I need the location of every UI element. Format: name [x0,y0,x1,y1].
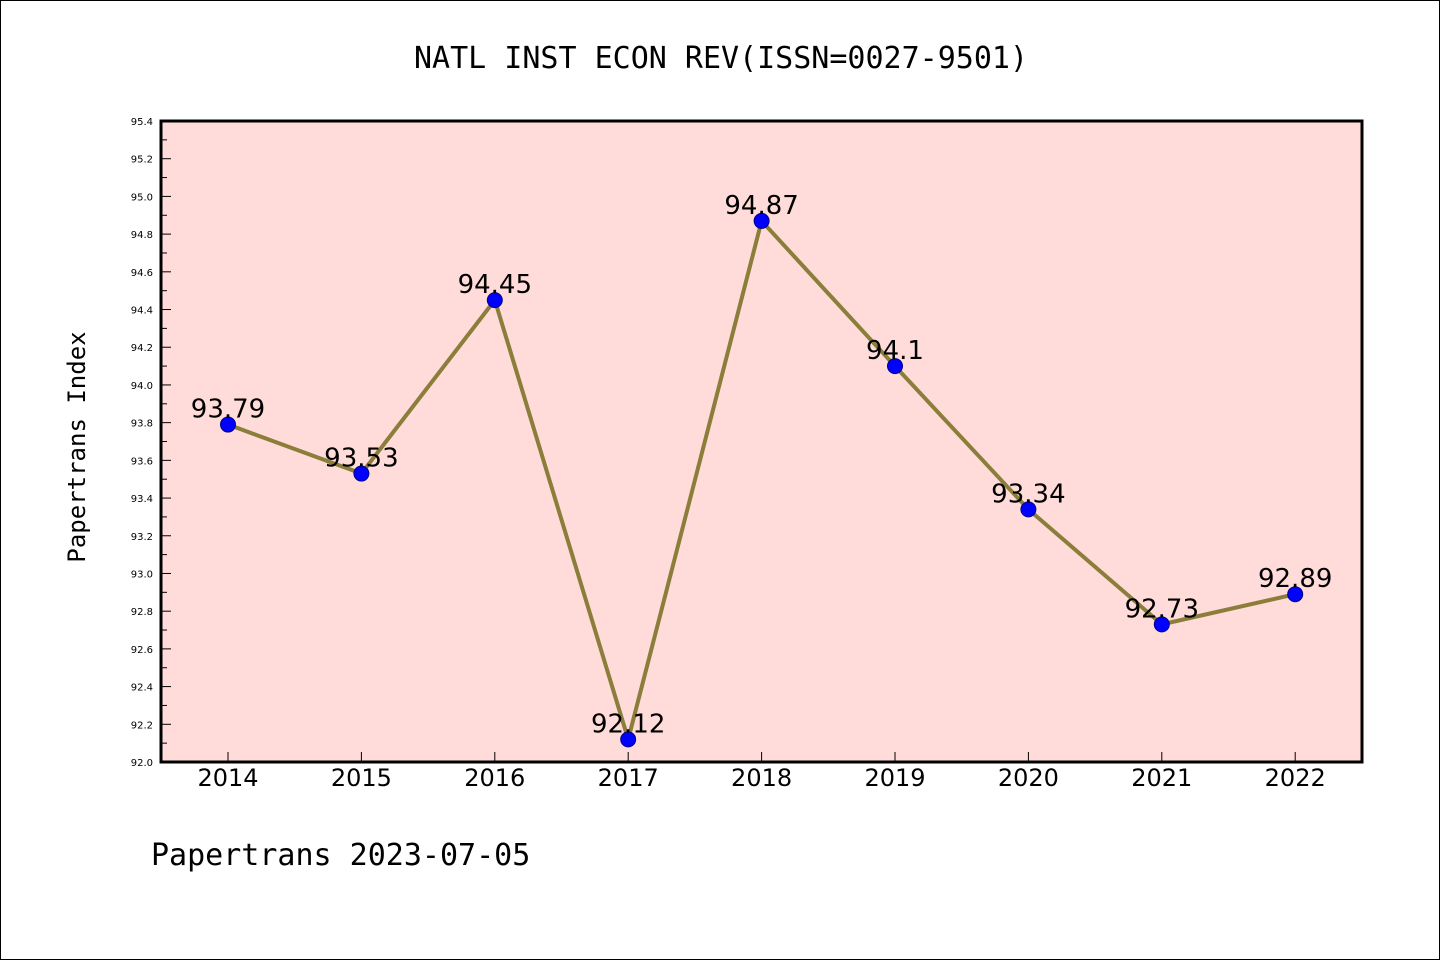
data-label: 94.45 [458,270,532,300]
data-label: 92.12 [591,709,665,739]
y-tick-label: 94.6 [131,268,153,279]
y-tick-label: 93.2 [131,532,153,543]
x-axis: 2014 2015 2016 2017 2018 2019 2020 2021 2022 [197,752,1326,792]
data-labels: 93.79 93.53 94.45 92.12 94.87 94.1 93.34 92.73 9… [191,191,1333,739]
series-markers [220,212,1304,748]
x-tick-label: 2020 [998,764,1059,792]
x-tick-label: 2016 [464,764,525,792]
y-tick-label: 95.4 [131,117,153,128]
data-point [1020,501,1037,518]
x-tick-label: 2021 [1131,764,1192,792]
y-tick-label: 94.4 [131,306,153,317]
y-tick-label: 94.8 [131,230,153,241]
data-point [753,212,770,229]
y-tick-label: 93.6 [131,456,153,467]
x-tick-label: 2018 [731,764,792,792]
data-label: 93.34 [991,479,1065,509]
data-point [486,292,503,309]
data-point [220,416,236,433]
y-tick-label: 93.0 [131,569,153,580]
y-axis: 92.0 92.2 92.4 92.6 92.8 93.0 93.2 93.4 93.6 93.8… [131,117,171,769]
data-label: 93.53 [324,444,398,474]
footer-date: Papertrans 2023-07-05 [151,838,530,873]
x-tick-label: 2019 [864,764,925,792]
data-label: 93.79 [191,395,265,425]
y-tick-label: 93.4 [131,494,153,505]
data-point [1153,616,1170,633]
y-tick-label: 92.6 [131,645,153,656]
y-tick-label: 92.0 [131,758,153,769]
data-point [1287,586,1304,603]
x-tick-label: 2022 [1265,764,1326,792]
x-tick-label: 2015 [331,764,392,792]
data-point [887,358,903,375]
data-label: 94.1 [866,336,924,366]
y-axis-label: Papertrans Index [63,331,91,562]
data-label: 92.73 [1125,594,1199,624]
x-tick-label: 2014 [197,764,258,792]
y-tick-label: 94.0 [131,381,153,392]
y-tick-label: 94.2 [131,343,153,354]
y-tick-label: 95.2 [131,155,153,166]
chart-title: NATL INST ECON REV(ISSN=0027-9501) [414,41,1028,76]
data-label: 94.87 [724,191,798,221]
data-point [620,731,637,748]
y-tick-label: 92.2 [131,720,153,731]
y-tick-label: 92.8 [131,607,153,618]
y-tick-label: 95.0 [131,192,153,203]
data-point [353,465,370,482]
y-tick-label: 92.4 [131,683,153,694]
x-tick-label: 2017 [598,764,659,792]
data-label: 92.89 [1258,564,1332,594]
y-tick-label: 93.8 [131,419,153,430]
